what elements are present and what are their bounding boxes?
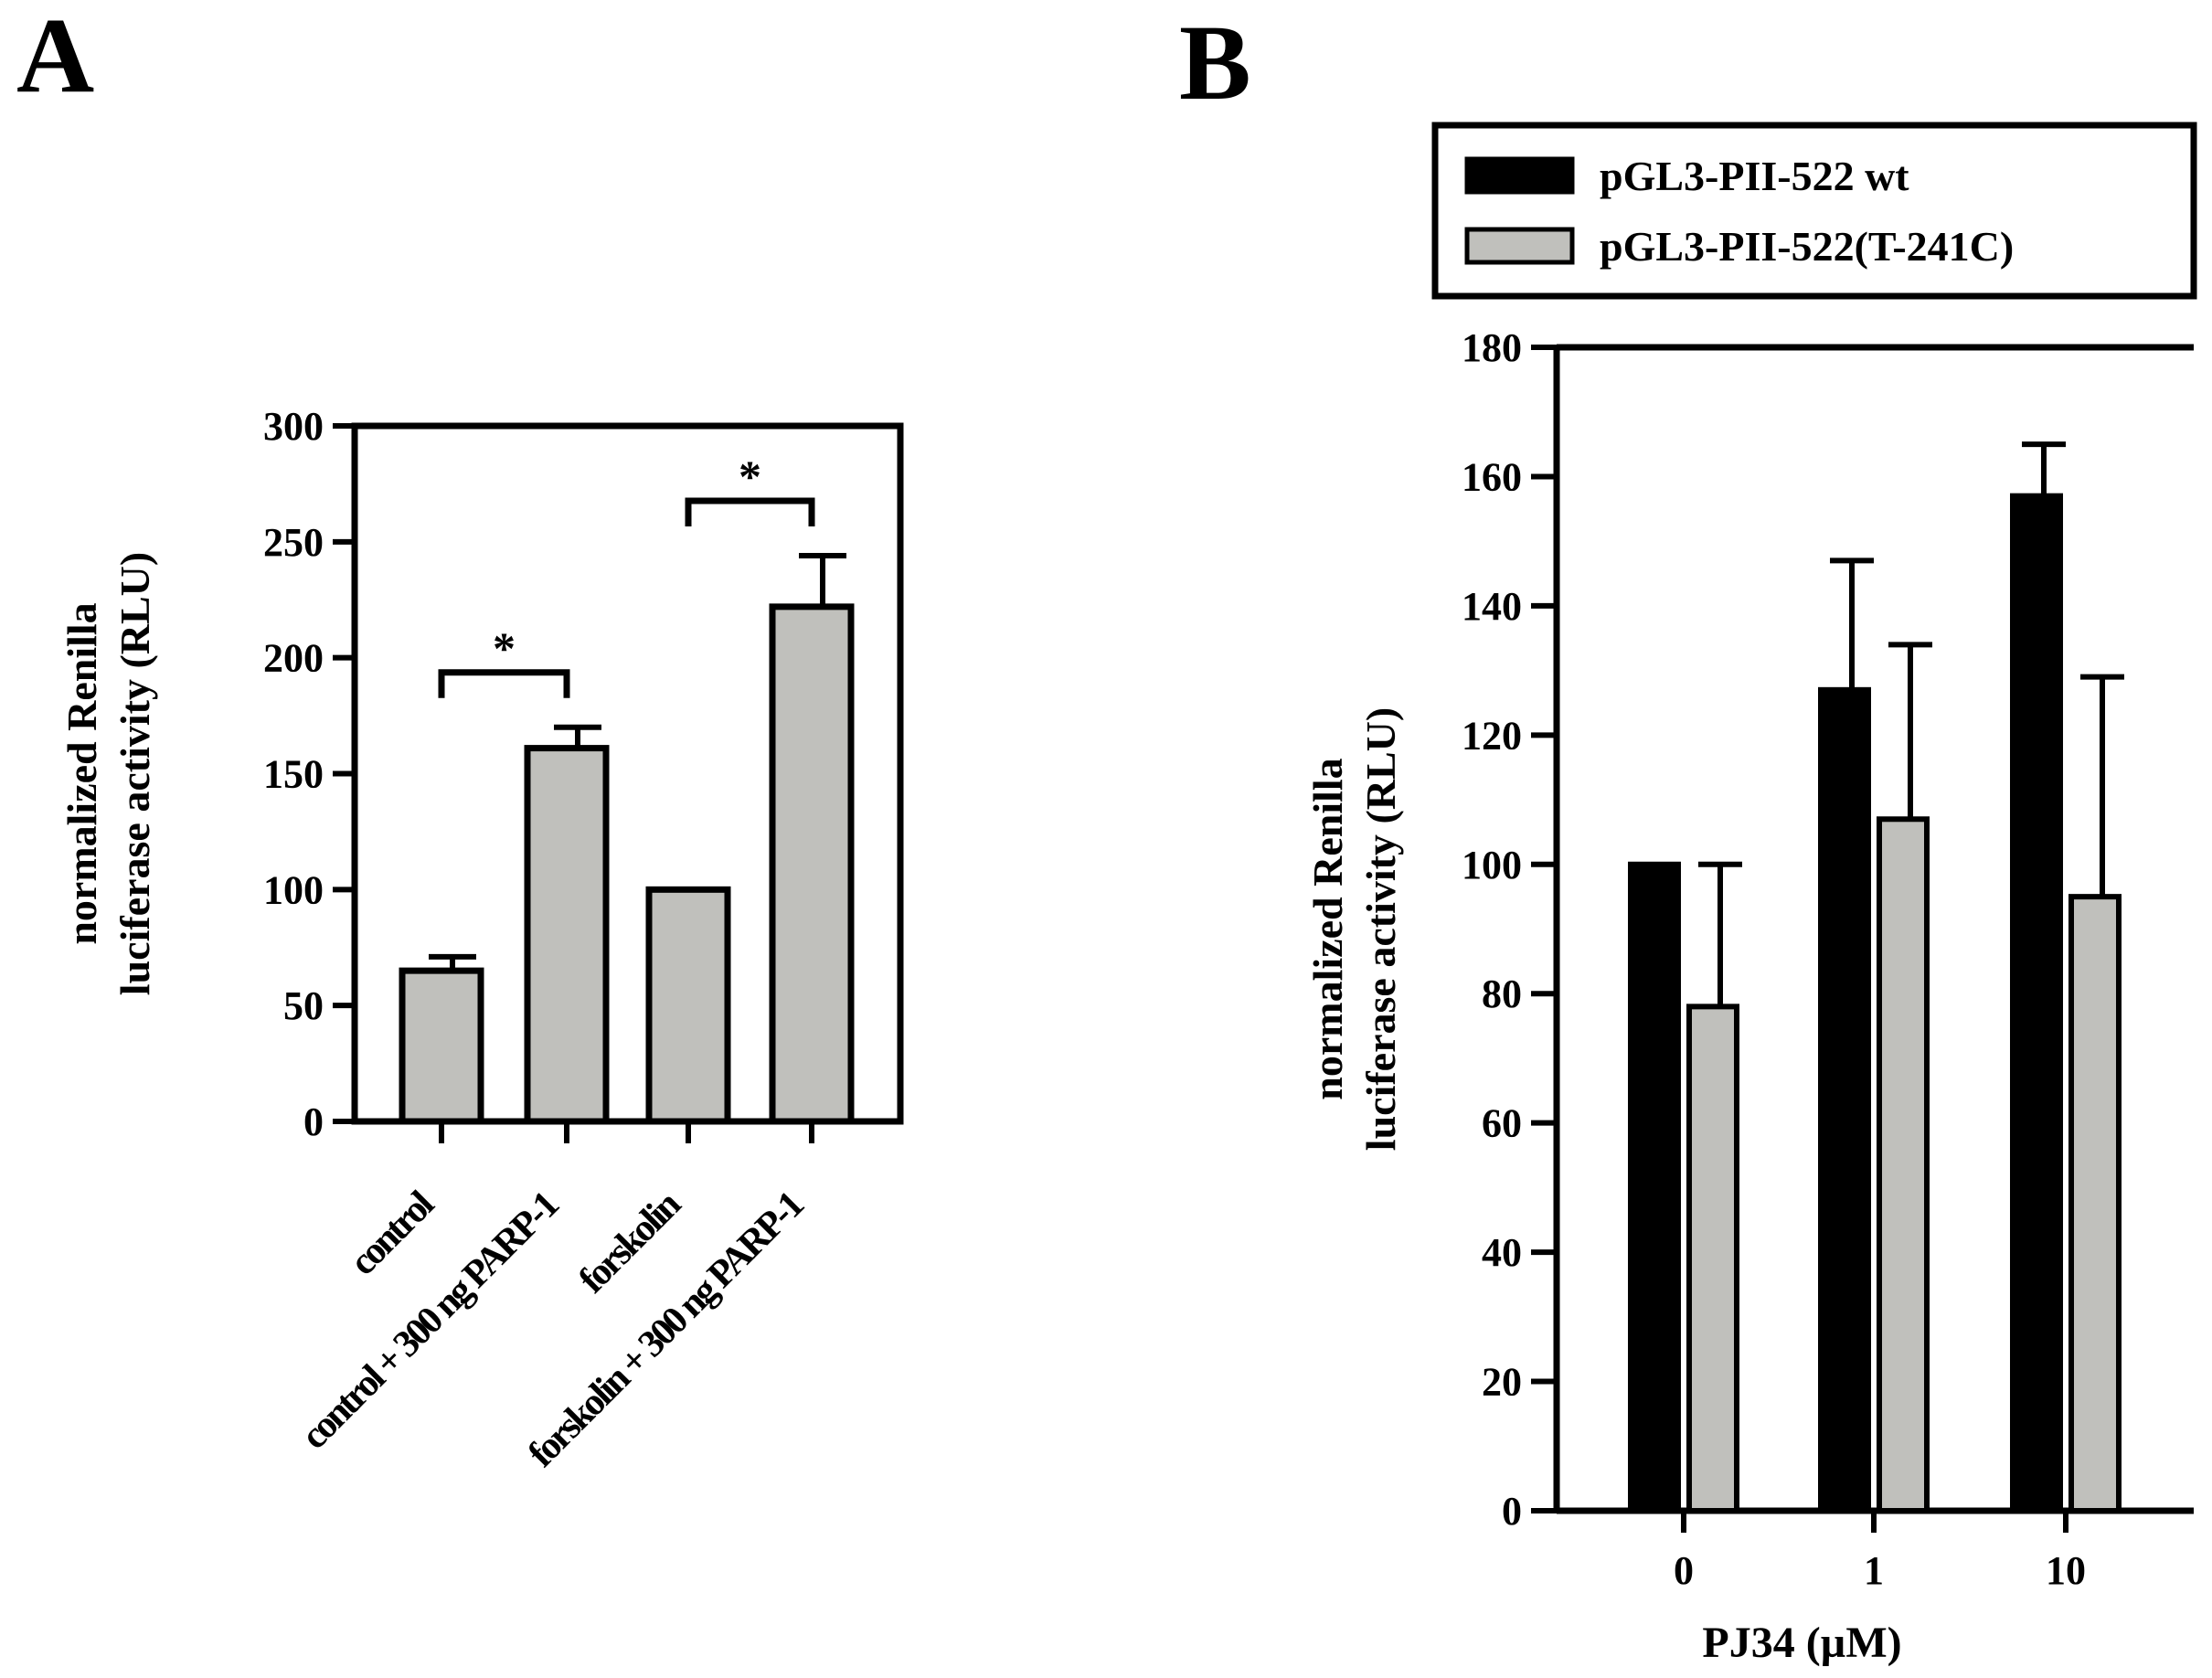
chart-a-y-tick-label: 150 (263, 752, 324, 797)
chart-a-bar (769, 603, 855, 1125)
chart-b-y-tick-label: 100 (1462, 843, 1522, 887)
chart-a-y-tick-label: 300 (263, 404, 324, 449)
chart-b-legend-entry: pGL3-PII-522(T-241C) (1600, 223, 2014, 270)
chart-b-bar-mutant (1686, 1004, 1739, 1514)
chart-a-y-tick-label: 50 (283, 983, 324, 1028)
chart-b-y-tick-label: 60 (1482, 1101, 1522, 1146)
chart-b-legend-entry: pGL3-PII-522 wt (1600, 153, 1909, 199)
chart-a-significance-star: * (493, 622, 516, 674)
chart-a-significance-bracket (438, 669, 570, 698)
chart-a-y-axis-label-line-1: normalized Renilla (58, 602, 105, 944)
chart-a-y-tick-label: 0 (303, 1099, 324, 1144)
chart-b-bar-wt (1818, 686, 1871, 1513)
chart-b-y-axis-label-line-1: normalized Renilla (1304, 758, 1351, 1099)
chart-a-x-category-label: forskolin (571, 1184, 689, 1301)
chart-b-legend: pGL3-PII-522 wt pGL3-PII-522(T-241C) (1431, 122, 2197, 300)
chart-a: normalized Renilla luciferase activity (… (58, 404, 904, 1475)
chart-b-y-tick-label: 120 (1462, 713, 1522, 758)
chart-a-significance-bracket (685, 497, 815, 527)
chart-b: normalized Renilla luciferase activity (… (1304, 122, 2197, 1667)
chart-b-x-axis-label: PJ34 (µM) (1702, 1619, 1901, 1667)
chart-b-y-tick-label: 160 (1462, 454, 1522, 499)
chart-a-bar (524, 745, 610, 1125)
chart-a-y-tick-label: 200 (263, 636, 324, 681)
chart-b-y-tick-label: 40 (1482, 1230, 1522, 1275)
chart-b-bar-wt (2010, 493, 2063, 1513)
chart-b-legend-swatch (1464, 227, 1575, 265)
chart-b-bar-mutant (2068, 894, 2122, 1513)
chart-b-y-tick-label: 20 (1482, 1360, 1522, 1405)
chart-a-y-tick-label: 100 (263, 867, 324, 912)
chart-b-x-tick-label: 10 (2046, 1548, 2086, 1593)
chart-b-bar-wt (1628, 861, 1681, 1513)
chart-b-x-tick-label: 0 (1674, 1548, 1694, 1593)
chart-a-bar (399, 967, 484, 1125)
panel-b-label: B (1179, 3, 1251, 122)
chart-b-y-tick-label: 180 (1462, 325, 1522, 370)
chart-a-significance-star: * (739, 451, 761, 502)
chart-a-x-category-label: control (342, 1184, 442, 1284)
chart-b-legend-frame (1431, 122, 2197, 300)
chart-b-y-tick-label: 0 (1502, 1489, 1522, 1534)
panel-a-label: A (16, 0, 94, 115)
chart-b-y-tick-label: 80 (1482, 972, 1522, 1016)
chart-b-legend-swatch (1464, 156, 1575, 195)
chart-b-x-tick-label: 1 (1864, 1548, 1884, 1593)
chart-b-y-tick-label: 140 (1462, 584, 1522, 629)
chart-b-y-axis-label-line-2: luciferase activity (RLU) (1357, 707, 1404, 1151)
chart-a-y-axis-label-line-2: luciferase activity (RLU) (112, 552, 158, 995)
chart-a-y-tick-label: 250 (263, 520, 324, 565)
chart-a-bar (645, 886, 731, 1125)
chart-b-bar-mutant (1877, 816, 1930, 1513)
